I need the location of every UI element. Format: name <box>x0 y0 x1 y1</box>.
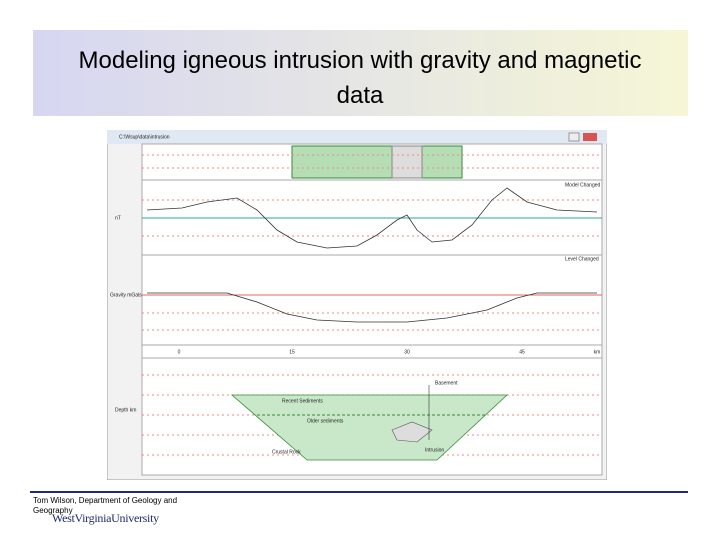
panel-label: Gravity mGals <box>110 292 142 298</box>
software-screenshot: C:\Wsup\data\intrusion nT Model Changed … <box>107 130 607 480</box>
x-tick-label: 30 <box>404 349 410 355</box>
body-label: Crustal Rock <box>272 449 301 455</box>
x-tick-label: 0 <box>178 349 181 355</box>
window-titlebar <box>107 130 607 144</box>
body-label: Recent Sediments <box>282 398 323 404</box>
window-title: C:\Wsup\data\intrusion <box>119 134 170 140</box>
status-label: Level Changed <box>565 256 599 262</box>
close-button[interactable] <box>583 133 597 141</box>
footer-rule <box>30 491 688 493</box>
footer-credit: Tom Wilson, Department of Geology and Ge… <box>33 496 178 515</box>
body-label: Older sediments <box>307 418 344 424</box>
title-band <box>33 30 688 116</box>
panel-label: nT <box>115 215 121 221</box>
status-label: Model Changed <box>565 182 601 188</box>
x-tick-label: km <box>594 349 601 355</box>
panel-label: Depth km <box>115 407 136 413</box>
slide-title: Modeling igneous intrusion with gravity … <box>78 47 642 109</box>
x-tick-label: 15 <box>289 349 295 355</box>
university-logo: WestVirginiaUniversity <box>52 511 159 525</box>
body-label: Intrusion <box>425 447 444 453</box>
body-label: Basement <box>435 380 458 386</box>
x-tick-label: 45 <box>519 349 525 355</box>
maximize-button[interactable] <box>568 132 580 142</box>
